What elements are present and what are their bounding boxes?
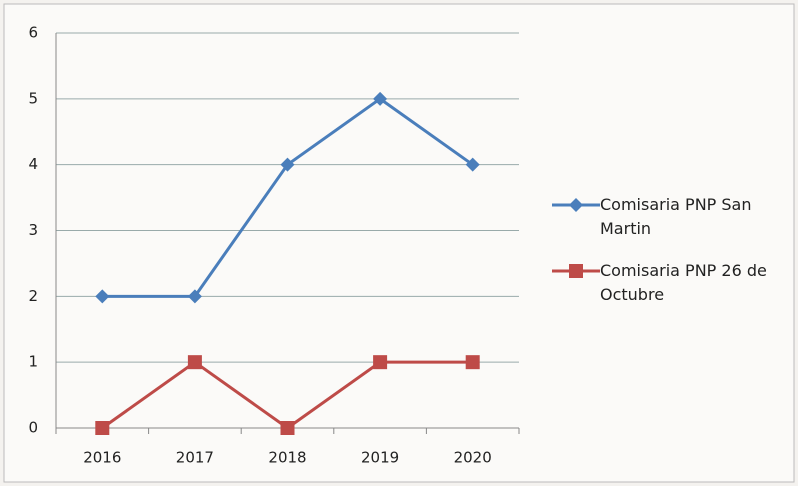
marker	[95, 421, 110, 435]
marker	[187, 355, 202, 370]
y-tick-label: 0	[28, 419, 38, 437]
legend-swatch	[552, 198, 600, 212]
x-tick-label: 2020	[454, 449, 492, 467]
marker	[373, 355, 388, 370]
x-tick-label: 2018	[268, 449, 306, 467]
y-tick-label: 1	[28, 353, 38, 371]
marker	[465, 355, 480, 370]
marker	[187, 289, 202, 304]
x-tick-label: 2016	[83, 449, 121, 467]
y-tick-label: 3	[28, 221, 38, 239]
y-tick-label: 4	[28, 155, 38, 173]
y-tick-label: 2	[28, 287, 38, 305]
legend-label: Comisaria PNP 26 de Octubre	[600, 261, 767, 304]
marker	[280, 421, 295, 435]
legend-item: Comisaria PNP 26 de Octubre	[552, 259, 792, 307]
legend-swatch	[552, 264, 600, 278]
chart-frame	[3, 3, 795, 483]
marker	[465, 157, 480, 172]
y-tick-label: 6	[28, 24, 38, 42]
marker	[280, 157, 295, 172]
marker	[373, 91, 388, 106]
x-tick-label: 2019	[361, 449, 399, 467]
legend-item: Comisaria PNP San Martin	[552, 193, 792, 241]
marker	[95, 289, 110, 304]
legend-label: Comisaria PNP San Martin	[600, 195, 752, 238]
x-tick-label: 2017	[176, 449, 214, 467]
y-tick-label: 5	[28, 89, 38, 107]
